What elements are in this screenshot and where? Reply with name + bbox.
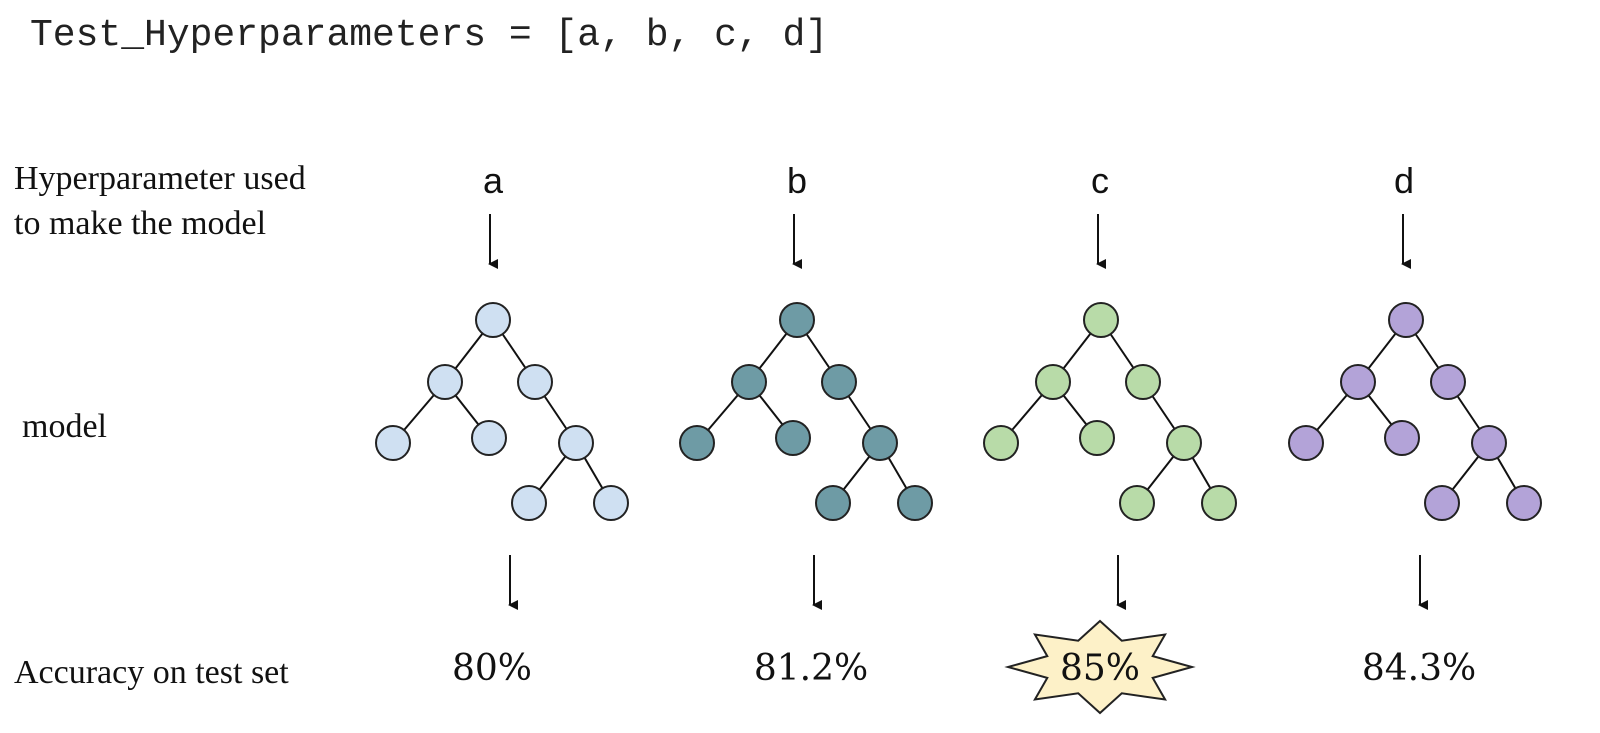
tree-node-a <box>558 425 594 461</box>
tree-node-b <box>815 485 851 521</box>
tree-node-b <box>779 302 815 338</box>
best-accuracy-starburst <box>1004 619 1196 715</box>
tree-node-c <box>1119 485 1155 521</box>
hyperparameter-label-b: b <box>786 160 808 201</box>
tree-node-b <box>862 425 898 461</box>
tree-node-a <box>427 364 463 400</box>
tree-node-d <box>1340 364 1376 400</box>
tree-node-d <box>1388 302 1424 338</box>
tree-node-a <box>475 302 511 338</box>
hyperparameter-row-label: Hyperparameter used to make the model <box>14 160 306 242</box>
tree-node-a <box>517 364 553 400</box>
tree-node-c <box>1201 485 1237 521</box>
tree-node-a <box>375 425 411 461</box>
tree-node-b <box>821 364 857 400</box>
tree-node-d <box>1506 485 1542 521</box>
accuracy-value-a: 80% <box>451 648 532 689</box>
tree-node-b <box>897 485 933 521</box>
tree-node-c <box>1083 302 1119 338</box>
tree-node-d <box>1288 425 1324 461</box>
tree-node-b <box>775 420 811 456</box>
tree-node-a <box>471 420 507 456</box>
tree-node-c <box>983 425 1019 461</box>
tree-node-d <box>1430 364 1466 400</box>
tree-node-d <box>1424 485 1460 521</box>
accuracy-value-d: 84.3% <box>1361 648 1477 689</box>
tree-node-c <box>1166 425 1202 461</box>
tree-node-b <box>731 364 767 400</box>
tree-node-c <box>1079 420 1115 456</box>
code-line: Test_Hyperparameters = [a, b, c, d] <box>30 14 829 57</box>
tree-node-c <box>1125 364 1161 400</box>
hyperparameter-label-c: c <box>1091 160 1109 201</box>
tree-node-b <box>679 425 715 461</box>
hyperparameter-label-d: d <box>1393 160 1415 201</box>
tree-node-d <box>1384 420 1420 456</box>
tree-node-a <box>511 485 547 521</box>
tree-node-c <box>1035 364 1071 400</box>
accuracy-value-b: 81.2% <box>753 648 869 689</box>
hyperparameter-label-a: a <box>482 160 504 201</box>
model-row-label: model <box>22 408 107 445</box>
tree-node-d <box>1471 425 1507 461</box>
tree-node-a <box>593 485 629 521</box>
accuracy-row-label: Accuracy on test set <box>14 654 289 691</box>
accuracy-value-c: 85% <box>1059 648 1140 689</box>
